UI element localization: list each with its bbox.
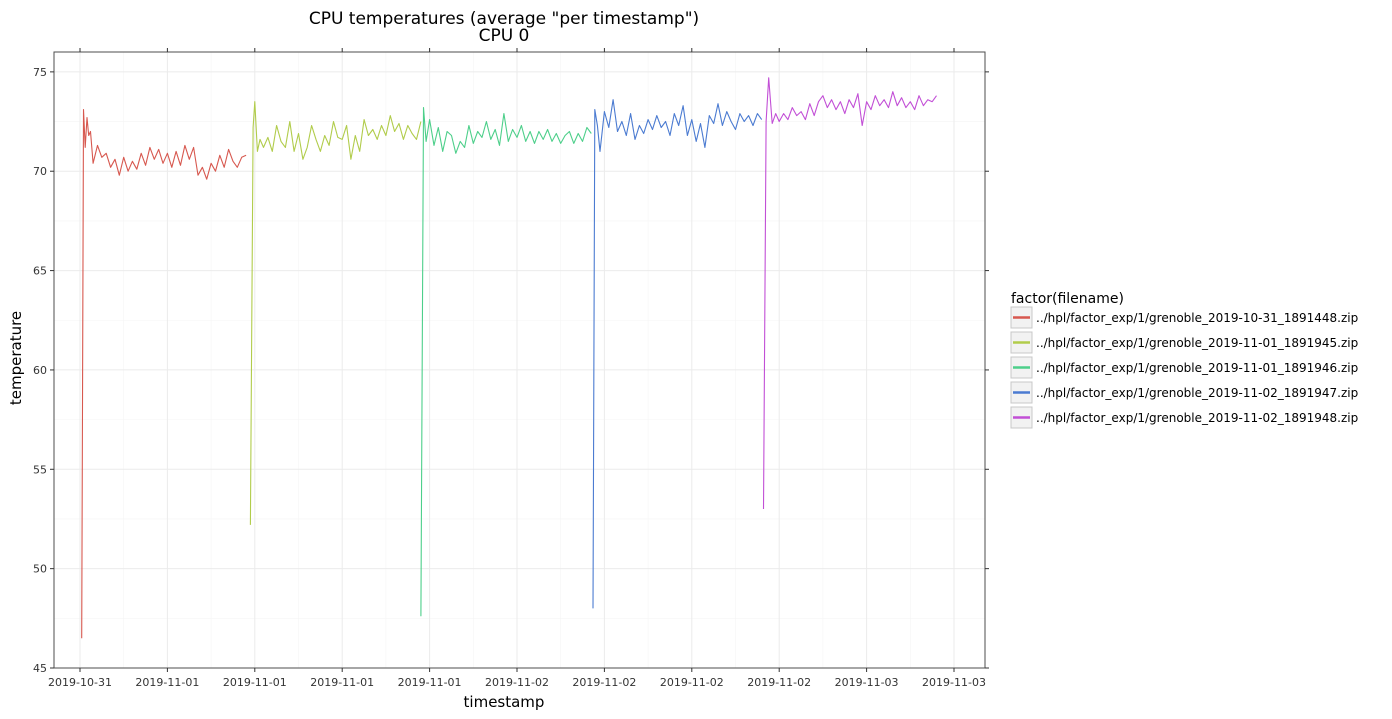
x-axis-title: timestamp	[464, 693, 545, 711]
y-tick-label: 55	[33, 463, 47, 476]
legend-item-3: ../hpl/factor_exp/1/grenoble_2019-11-01_…	[1010, 356, 1358, 379]
chart-title: CPU temperatures (average "per timestamp…	[309, 9, 699, 29]
legend-label: ../hpl/factor_exp/1/grenoble_2019-11-01_…	[1036, 361, 1358, 375]
legend-item-2: ../hpl/factor_exp/1/grenoble_2019-11-01_…	[1010, 331, 1358, 354]
y-axis-tick-labels: 45 50 55 60 65 70 75	[33, 66, 47, 675]
series-line-5	[762, 77, 937, 510]
y-tick-label: 65	[33, 265, 47, 278]
series-layer	[81, 77, 937, 639]
y-axis-title: temperature	[7, 311, 25, 405]
legend-label: ../hpl/factor_exp/1/grenoble_2019-11-02_…	[1036, 386, 1358, 400]
series-line-1	[81, 109, 247, 639]
y-tick-label: 75	[33, 66, 47, 79]
legend-title: factor(filename)	[1011, 291, 1124, 307]
y-tick-label: 45	[33, 662, 47, 675]
y-tick-label: 60	[33, 364, 47, 377]
chart-subtitle: CPU 0	[479, 26, 530, 46]
x-tick-label: 2019-11-02	[747, 676, 811, 689]
series-line-3	[420, 107, 592, 617]
legend-label: ../hpl/factor_exp/1/grenoble_2019-11-01_…	[1036, 336, 1358, 350]
x-tick-label: 2019-11-02	[572, 676, 636, 689]
legend-items: ../hpl/factor_exp/1/grenoble_2019-10-31_…	[1010, 306, 1358, 429]
plot-background	[54, 52, 985, 668]
x-tick-label: 2019-11-01	[398, 676, 462, 689]
x-tick-label: 2019-10-31	[48, 676, 112, 689]
legend-item-5: ../hpl/factor_exp/1/grenoble_2019-11-02_…	[1010, 406, 1358, 429]
x-tick-label: 2019-11-02	[660, 676, 724, 689]
legend-label: ../hpl/factor_exp/1/grenoble_2019-10-31_…	[1036, 311, 1358, 325]
plot-border	[53, 51, 986, 669]
plot-area	[50, 48, 989, 672]
x-tick-label: 2019-11-01	[310, 676, 374, 689]
x-axis-tick-labels: 2019-10-31 2019-11-01 2019-11-01 2019-11-01…	[48, 676, 986, 689]
x-tick-label: 2019-11-03	[835, 676, 899, 689]
x-tick-label: 2019-11-01	[223, 676, 287, 689]
series-line-4	[592, 99, 763, 609]
y-tick-label: 50	[33, 563, 47, 576]
x-tick-label: 2019-11-01	[135, 676, 199, 689]
minor-gridlines	[54, 52, 985, 668]
x-tick-label: 2019-11-03	[922, 676, 986, 689]
legend-item-1: ../hpl/factor_exp/1/grenoble_2019-10-31_…	[1010, 306, 1358, 329]
legend-label: ../hpl/factor_exp/1/grenoble_2019-11-02_…	[1036, 411, 1358, 425]
x-tick-label: 2019-11-02	[485, 676, 549, 689]
axis-ticks	[50, 48, 989, 672]
legend: factor(filename) ../hpl/factor_exp/1/gre…	[1010, 291, 1358, 429]
y-tick-label: 70	[33, 165, 47, 178]
legend-item-4: ../hpl/factor_exp/1/grenoble_2019-11-02_…	[1010, 381, 1358, 404]
series-line-2	[249, 101, 422, 525]
